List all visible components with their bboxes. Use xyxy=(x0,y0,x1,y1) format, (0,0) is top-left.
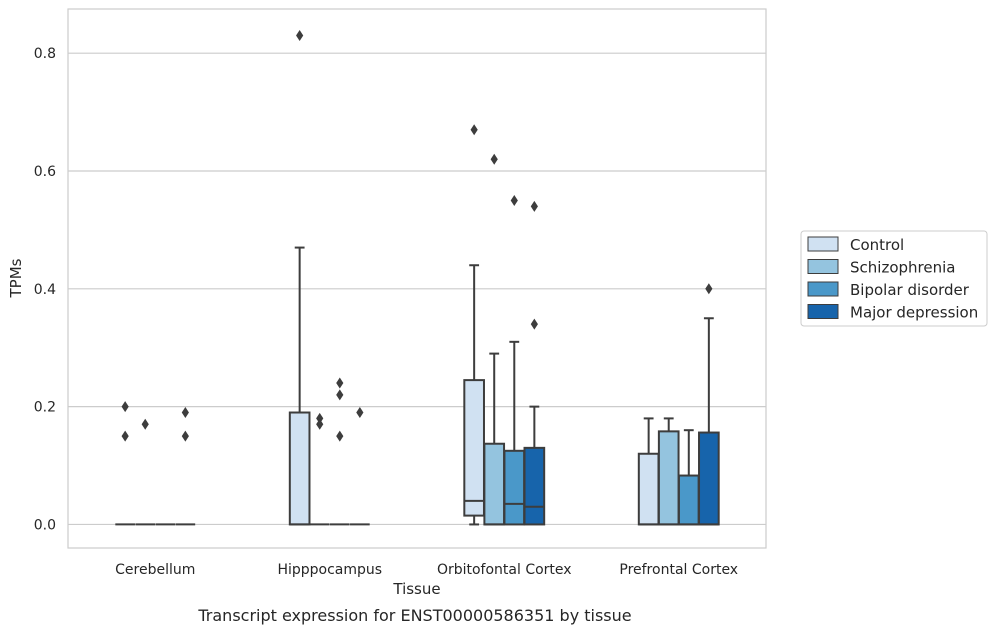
outlier-point xyxy=(181,407,189,419)
outlier-point xyxy=(121,430,129,442)
x-tick-label: Cerebellum xyxy=(115,562,195,578)
legend-frame xyxy=(800,230,988,327)
x-axis-ticks: Cerebellum Hipppocampus Orbitofontal Corte… xyxy=(115,562,738,578)
outlier-point xyxy=(316,412,324,424)
box-iqr xyxy=(523,446,546,526)
box-group xyxy=(329,377,350,526)
box-group xyxy=(523,200,546,526)
outlier-point xyxy=(336,430,344,442)
legend: Control Schizophrenia Bipolar disorder Majo… xyxy=(800,230,988,327)
legend-swatch xyxy=(807,259,839,274)
x-axis-label: Tissue xyxy=(392,580,440,598)
figure-caption: Transcript expression for ENST0000058635… xyxy=(198,606,632,625)
box-iqr xyxy=(698,431,720,526)
y-axis-ticks: 0.0 0.2 0.4 0.6 0.8 xyxy=(34,46,56,533)
legend-swatch xyxy=(807,304,839,319)
box-group xyxy=(463,124,485,526)
box-iqr xyxy=(677,474,700,526)
outlier-point xyxy=(316,418,324,430)
box-group xyxy=(350,407,370,526)
outlier-point xyxy=(356,407,364,419)
x-tick-label: Prefrontal Cortex xyxy=(619,562,738,578)
box-group xyxy=(657,417,680,526)
box-group xyxy=(503,194,526,526)
outlier-point xyxy=(530,318,538,330)
outlier-point xyxy=(296,30,304,42)
legend-label: Bipolar disorder xyxy=(850,281,970,299)
outlier-point xyxy=(530,200,538,212)
box-group xyxy=(309,412,330,526)
legend-swatch xyxy=(807,236,839,252)
outlier-point xyxy=(470,124,478,136)
outlier-point xyxy=(705,283,713,295)
legend-swatch xyxy=(807,281,839,297)
x-tick-label: Orbitofontal Cortex xyxy=(437,562,572,578)
y-tick-label: 0.8 xyxy=(34,46,56,62)
y-tick-label: 0.2 xyxy=(34,400,56,416)
box-iqr xyxy=(288,411,311,526)
x-tick-label: Hipppocampus xyxy=(277,562,382,578)
outlier-point xyxy=(490,153,498,165)
box-group xyxy=(637,417,660,526)
box-group xyxy=(135,418,156,526)
outlier-point xyxy=(121,401,129,413)
box-group xyxy=(175,407,196,526)
y-tick-label: 0.6 xyxy=(34,164,56,180)
y-tick-label: 0.4 xyxy=(34,282,56,298)
box-group xyxy=(115,401,135,526)
box-group xyxy=(677,429,700,526)
box-iqr xyxy=(657,430,680,526)
outlier-point xyxy=(336,389,344,401)
outlier-point xyxy=(181,430,189,442)
legend-label: Control xyxy=(850,236,904,254)
legend-label: Schizophrenia xyxy=(850,259,955,277)
legend-label: Major depression xyxy=(850,304,978,322)
boxes xyxy=(115,30,720,526)
box-iqr xyxy=(483,442,506,526)
box-group xyxy=(288,30,311,526)
outlier-point xyxy=(141,418,149,430)
y-tick-label: 0.0 xyxy=(34,517,56,533)
box-iqr xyxy=(503,449,526,526)
box-iqr xyxy=(463,379,485,517)
outlier-point xyxy=(336,377,344,389)
y-axis-label: TPMs xyxy=(7,258,25,298)
plot-area-frame xyxy=(67,8,767,549)
box-iqr xyxy=(637,452,660,526)
box-group xyxy=(698,283,720,526)
box-group xyxy=(483,153,506,526)
outlier-point xyxy=(510,194,518,206)
